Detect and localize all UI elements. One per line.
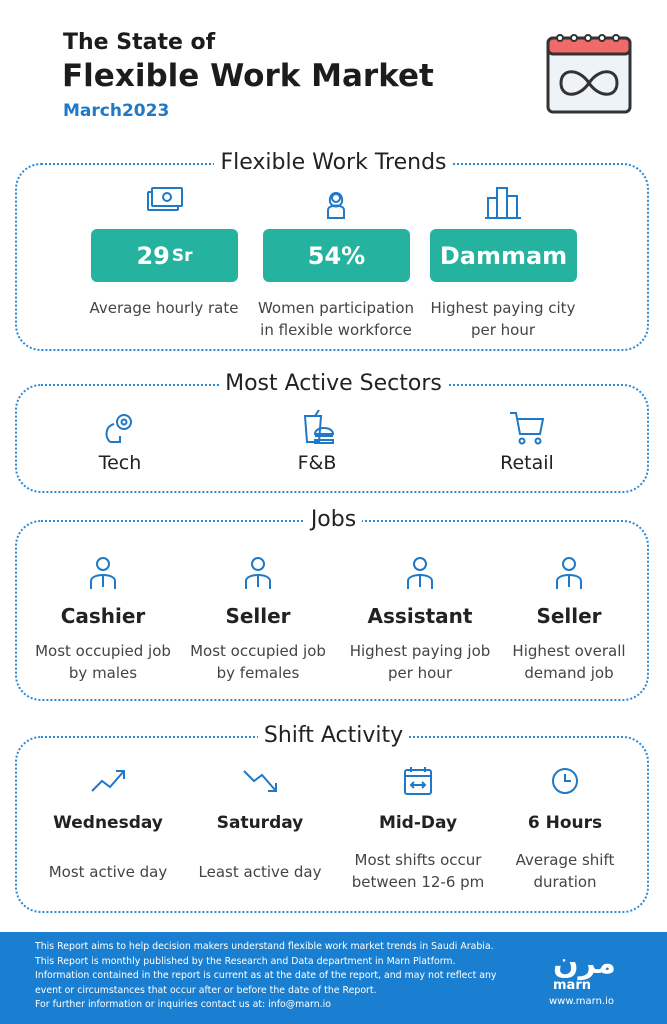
section-title: Shift Activity xyxy=(257,723,410,748)
caption: Most occupied job by females xyxy=(190,642,326,682)
job-title: Seller xyxy=(225,604,291,628)
title-line-1: The State of xyxy=(63,30,216,55)
logo: مرن xyxy=(553,946,616,981)
value: 54% xyxy=(307,241,366,270)
caption: Highest paying job per hour xyxy=(349,642,491,682)
shift-title: Wednesday xyxy=(53,813,163,833)
sector-icon xyxy=(297,408,337,448)
job-icon xyxy=(400,553,440,593)
sector-name: Retail xyxy=(500,452,554,474)
footer-line: Information contained in the report is c… xyxy=(35,970,497,981)
unit: Sr xyxy=(171,245,193,266)
job-title: Assistant xyxy=(367,604,473,628)
title-line-2: Flexible Work Market xyxy=(62,58,434,94)
value-pill: 54% xyxy=(263,229,410,282)
trend-icon xyxy=(483,182,523,222)
caption: Average shift duration xyxy=(515,851,615,891)
section-title: Most Active Sectors xyxy=(219,371,448,396)
sector-icon xyxy=(507,408,547,448)
caption: Most active day xyxy=(48,863,168,881)
value-pill: Dammam xyxy=(430,229,577,282)
shift-title: 6 Hours xyxy=(527,813,603,833)
job-icon xyxy=(238,553,278,593)
caption: Highest paying city per hour xyxy=(430,299,576,339)
footer-line: This Report is monthly published by the … xyxy=(35,955,456,967)
trend-icon xyxy=(316,182,356,222)
value: Dammam xyxy=(439,241,568,270)
footer: مرن marn www.marn.io This Report aims to… xyxy=(0,932,667,1024)
caption: Women participation in flexible workforc… xyxy=(257,299,415,339)
shift-title: Saturday xyxy=(216,813,304,833)
caption: Least active day xyxy=(198,863,322,881)
caption: Most shifts occur between 12-6 pm xyxy=(351,851,485,891)
trend-icon xyxy=(144,182,184,222)
job-title: Seller xyxy=(536,604,602,628)
shift-icon xyxy=(240,761,280,801)
caption: Highest overall demand job xyxy=(512,642,626,682)
job-title: Cashier xyxy=(60,604,146,628)
footer-line: event or circumstances that occur after … xyxy=(35,984,377,996)
footer-line: This Report aims to help decision makers… xyxy=(35,941,494,952)
value-pill: 29 Sr xyxy=(91,229,238,282)
sector-icon xyxy=(100,408,140,448)
section-title: Jobs xyxy=(304,507,363,532)
footer-line: For further information or inquiries con… xyxy=(35,999,331,1010)
caption: Most occupied job by males xyxy=(35,642,171,682)
logo-text: marn xyxy=(553,978,591,993)
caption: Average hourly rate xyxy=(89,299,239,317)
date: March2023 xyxy=(63,101,170,121)
shift-icon xyxy=(88,761,128,801)
value: 29 xyxy=(136,241,170,270)
job-icon xyxy=(549,553,589,593)
shift-icon xyxy=(398,761,438,801)
website: www.marn.io xyxy=(549,996,615,1007)
calendar-icon xyxy=(546,34,632,114)
sector-name: F&B xyxy=(297,452,337,474)
sector-name: Tech xyxy=(98,452,142,474)
job-icon xyxy=(83,553,123,593)
section-title: Flexible Work Trends xyxy=(214,150,453,175)
shift-icon xyxy=(545,761,585,801)
shift-title: Mid-Day xyxy=(378,813,458,833)
